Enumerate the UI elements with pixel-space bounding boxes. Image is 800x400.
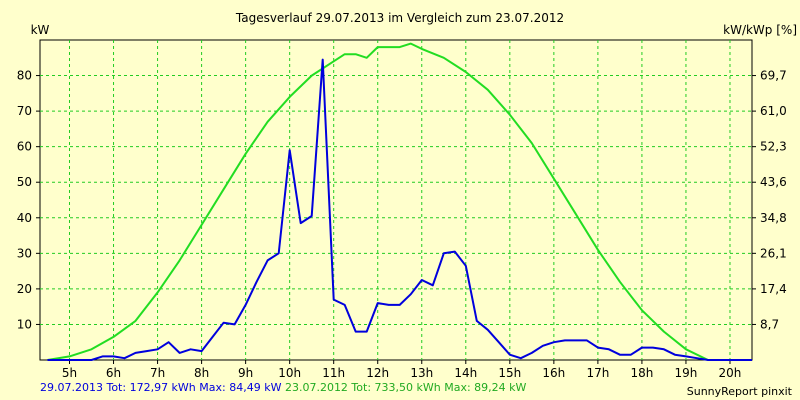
x-tick-label: 8h [194,366,209,380]
y-tick-label-right: 61,0 [760,104,787,118]
plot-area [40,40,752,360]
y-tick-label-right: 17,4 [760,282,787,296]
chart-title: Tagesverlauf 29.07.2013 im Vergleich zum… [235,11,564,25]
y-tick-label-left: 20 [17,282,32,296]
y-tick-label-right: 69,7 [760,69,787,83]
y-tick-label-left: 80 [17,69,32,83]
y-tick-label-right: 43,6 [760,175,787,189]
x-tick-label: 15h [498,366,521,380]
y-tick-label-left: 70 [17,104,32,118]
y-tick-label-left: 40 [17,211,32,225]
y-tick-label-right: 26,1 [760,246,787,260]
y-tick-label-left: 30 [17,246,32,260]
y-tick-label-left: 10 [17,317,32,331]
y-tick-label-left: 50 [17,175,32,189]
footer-legend: 29.07.2013 Tot: 172,97 kWh Max: 84,49 kW… [40,381,526,394]
x-tick-label: 7h [150,366,165,380]
x-tick-label: 19h [675,366,698,380]
x-tick-label: 13h [410,366,433,380]
y-axis-label-right: kW/kWp [%] [723,23,797,37]
x-tick-label: 9h [238,366,253,380]
x-tick-label: 17h [586,366,609,380]
y-tick-label-right: 8,7 [760,317,779,331]
y-tick-label-right: 52,3 [760,140,787,154]
x-tick-label: 18h [630,366,653,380]
x-tick-label: 12h [366,366,389,380]
x-tick-label: 6h [106,366,121,380]
footer-series2: 23.07.2012 Tot: 733,50 kWh Max: 89,24 kW [285,381,526,394]
x-tick-label: 11h [322,366,345,380]
y-axis-label-left: kW [31,23,50,37]
x-tick-label: 16h [542,366,565,380]
y-tick-label-left: 60 [17,140,32,154]
x-tick-label: 10h [278,366,301,380]
y-tick-label-right: 34,8 [760,211,787,225]
x-tick-label: 5h [62,366,77,380]
footer-series1: 29.07.2013 Tot: 172,97 kWh Max: 84,49 kW [40,381,281,394]
x-tick-label: 20h [719,366,742,380]
x-tick-label: 14h [454,366,477,380]
footer-credit: SunnyReport pinxit [687,385,792,398]
